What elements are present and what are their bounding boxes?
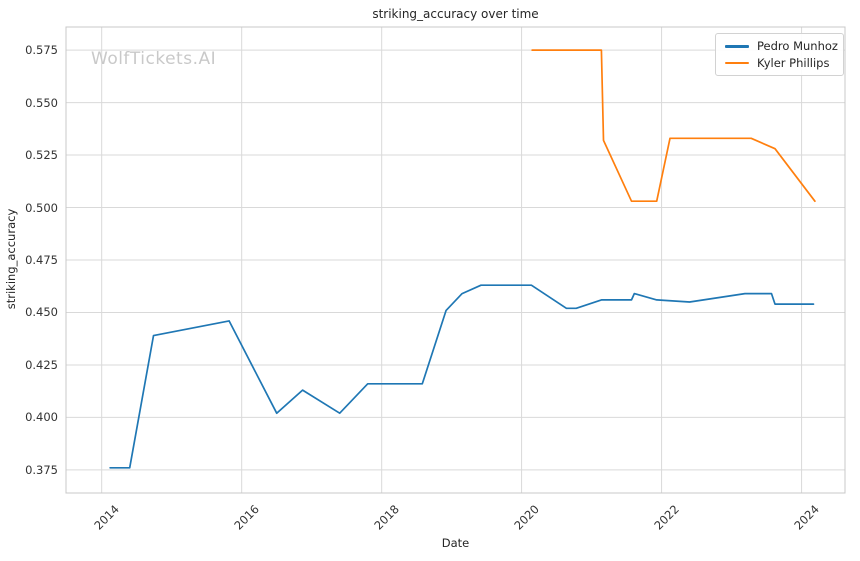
series-line-kyler-phillips bbox=[531, 49, 816, 203]
legend-line-swatch bbox=[725, 45, 749, 48]
y-tick-label: 0.375 bbox=[25, 462, 58, 477]
chart-title: striking_accuracy over time bbox=[372, 7, 539, 21]
y-tick-label: 0.475 bbox=[25, 253, 58, 267]
legend-label: Pedro Munhoz bbox=[757, 39, 838, 54]
legend-label: Kyler Phillips bbox=[757, 55, 830, 70]
y-tick-label: 0.575 bbox=[25, 43, 58, 58]
legend-entry: Pedro Munhoz bbox=[725, 39, 838, 53]
legend-line-swatch bbox=[725, 61, 749, 64]
y-tick-label: 0.400 bbox=[25, 410, 58, 425]
series-line-pedro-munhoz bbox=[109, 284, 815, 469]
y-tick-label: 0.550 bbox=[25, 95, 58, 110]
y-tick-label: 0.525 bbox=[25, 148, 58, 163]
y-tick-label: 0.450 bbox=[25, 305, 58, 320]
y-tick-label: 0.500 bbox=[25, 200, 58, 215]
watermark: WolfTickets.AI bbox=[91, 49, 217, 69]
legend-entry: Kyler Phillips bbox=[725, 56, 834, 70]
legend: Pedro Munhoz Kyler Phillips bbox=[715, 33, 844, 76]
y-tick-label: 0.425 bbox=[25, 357, 58, 372]
x-axis-label: Date bbox=[441, 536, 470, 550]
